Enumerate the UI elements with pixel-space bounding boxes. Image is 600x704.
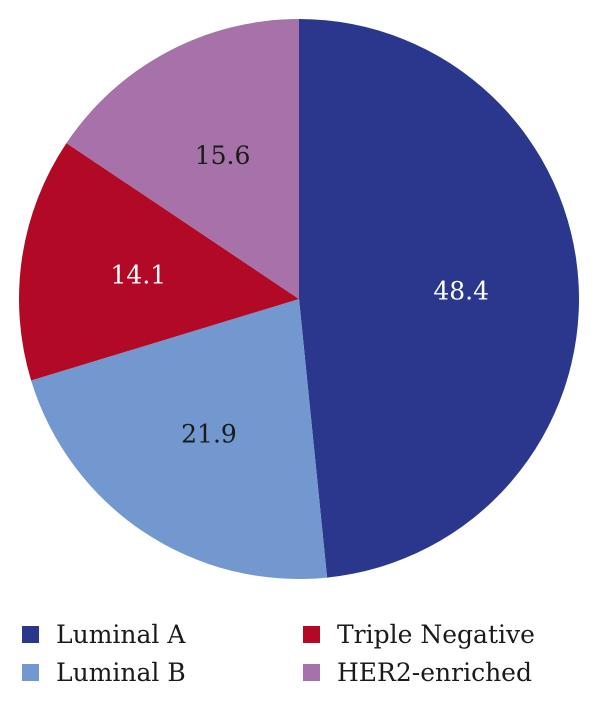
legend-label-her2-enriched: HER2-enriched <box>337 657 532 687</box>
legend-label-triple-negative: Triple Negative <box>337 619 535 649</box>
pie-slice-luminal-a <box>299 19 580 578</box>
legend-label-luminal-a: Luminal A <box>56 619 186 649</box>
pie-chart: 48.4 21.9 14.1 15.6 <box>19 19 580 579</box>
legend-swatch-her2-enriched <box>303 663 320 681</box>
legend-swatch-luminal-a <box>22 625 39 643</box>
pie-slice-luminal-b <box>31 299 328 579</box>
slice-label-luminal-b: 21.9 <box>181 420 237 449</box>
legend-item-luminal-b: Luminal B <box>22 652 186 692</box>
legend-label-luminal-b: Luminal B <box>56 657 186 687</box>
chart-legend: Luminal A Luminal B Triple Negative HER2… <box>0 600 600 704</box>
pie-slice-her2-enriched <box>66 19 299 299</box>
legend-swatch-triple-negative <box>303 625 320 643</box>
legend-item-triple-negative: Triple Negative <box>303 614 535 654</box>
legend-item-her2-enriched: HER2-enriched <box>303 652 532 692</box>
slice-label-her2-enriched: 15.6 <box>195 141 251 170</box>
slice-label-triple-negative: 14.1 <box>111 261 167 290</box>
slice-label-luminal-a: 48.4 <box>433 276 489 305</box>
legend-item-luminal-a: Luminal A <box>22 614 185 654</box>
pie-slice-triple-negative <box>19 143 300 381</box>
legend-swatch-luminal-b <box>22 663 39 681</box>
